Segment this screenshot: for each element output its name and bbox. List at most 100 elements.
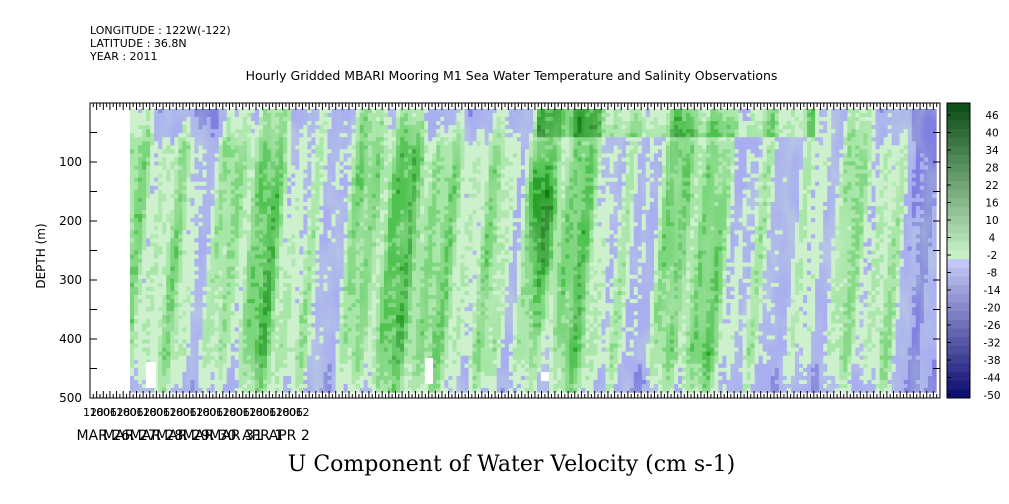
x-hour-tick-label: 12: [136, 406, 150, 419]
colorbar-band: [947, 163, 970, 173]
colorbar-band: [947, 345, 970, 356]
y-tick-label: 500: [59, 391, 82, 405]
data-gap: [425, 358, 433, 384]
y-tick-label: 200: [59, 214, 82, 228]
data-gap: [541, 372, 549, 381]
x-hour-tick-label: 06: [289, 406, 303, 419]
colorbar-tick-label: 28: [985, 163, 998, 175]
colorbar-tick-label: -20: [983, 303, 1000, 315]
colorbar-tick-label: 40: [985, 128, 998, 140]
colorbar-band: [947, 363, 970, 373]
x-date-tick-label: MAR 27: [103, 428, 157, 444]
x-hour-tick-label: 06: [103, 406, 117, 419]
x-hour-tick-label: 18: [276, 406, 290, 419]
data-gap: [146, 362, 156, 388]
x-hour-tick-label: 12: [83, 406, 97, 419]
y-axis-label: DEPTH (m): [34, 223, 48, 288]
longitude-label: LONGITUDE : 122W(-122): [90, 24, 231, 37]
colorbar-band: [947, 354, 970, 364]
colorbar-tick-label: 46: [985, 110, 999, 122]
x-hour-tick-label: 18: [90, 406, 104, 419]
colorbar-band: [947, 259, 970, 269]
colorbar-band: [947, 103, 970, 113]
colorbar-band: [947, 233, 970, 243]
x-date-tick-label: MAR 29: [156, 428, 210, 444]
colorbar-band: [947, 137, 970, 147]
colorbar-band: [947, 198, 970, 208]
x-date-tick-label: MAR 30: [183, 428, 237, 444]
x-hour-tick-label: 12: [110, 406, 124, 419]
x-hour-tick-label: 12: [269, 406, 283, 419]
x-hour-tick-label: 18: [169, 406, 183, 419]
colorbar-band: [947, 241, 970, 251]
x-hour-tick-label: 00: [149, 406, 163, 419]
colorbar-tick-label: 4: [989, 233, 996, 245]
x-hour-tick-label: 06: [183, 406, 197, 419]
x-hour-tick-label: 00: [123, 406, 137, 419]
colorbar-tick-label: -44: [983, 373, 1000, 385]
colorbar-tick-label: -8: [987, 268, 997, 280]
y-tick-label: 100: [59, 155, 82, 169]
colorbar-band: [947, 337, 970, 347]
x-hour-tick-label: 00: [96, 406, 110, 419]
colorbar-band: [947, 181, 970, 191]
latitude-label: LATITUDE : 36.8N: [90, 37, 187, 50]
colorbar-band: [947, 311, 970, 321]
colorbar-tick-label: 22: [985, 180, 998, 192]
colorbar-tick-label: -50: [983, 390, 1000, 402]
x-hour-tick-label: 06: [262, 406, 276, 419]
x-date-tick-label: MAR 31: [209, 428, 263, 444]
colorbar-band: [947, 371, 970, 382]
colorbar-band: [947, 129, 970, 139]
colorbar-band: [947, 380, 970, 390]
colorbar-band: [947, 120, 970, 130]
x-date-tick-label: APR 2: [269, 428, 310, 444]
colorbar-band: [947, 328, 970, 338]
x-hour-tick-label: 18: [222, 406, 236, 419]
x-hour-tick-label: 00: [282, 406, 296, 419]
colorbar-band: [947, 111, 970, 121]
colorbar-tick-label: -38: [983, 355, 1000, 367]
colorbar-tick-label: -14: [983, 285, 1000, 297]
x-hour-tick-label: 12: [296, 406, 310, 419]
colorbar-tick-label: -26: [983, 320, 1000, 332]
colorbar-tick-label: -2: [987, 250, 997, 262]
x-hour-tick-label: 18: [143, 406, 157, 419]
chart-title: Hourly Gridded MBARI Mooring M1 Sea Wate…: [245, 68, 778, 83]
colorbar-band: [947, 302, 970, 312]
colorbar-band: [947, 189, 970, 199]
x-hour-tick-label: 18: [249, 406, 263, 419]
colorbar-band: [947, 250, 970, 260]
colorbar-band: [947, 389, 970, 399]
x-hour-tick-label: 06: [156, 406, 170, 419]
x-hour-tick-label: 00: [256, 406, 270, 419]
velocity-heatmap-chart: 1218000612180006121800061218000612180006…: [34, 102, 1001, 444]
x-hour-tick-label: 00: [229, 406, 243, 419]
y-tick-label: 400: [59, 332, 82, 346]
colorbar-band: [947, 172, 970, 182]
colorbar-tick-label: -32: [983, 338, 1000, 350]
colorbar: 46 40 34 28 22 16 10 4 -2 -8 -14 -20 -26 -32 -38 -44 -50: [946, 102, 1001, 402]
heatmap-field: [130, 108, 937, 393]
x-date-tick-label: APR 1: [242, 428, 283, 444]
colorbar-band: [947, 285, 970, 295]
x-date-tick-label: MAR 28: [130, 428, 184, 444]
x-axis-label: U Component of Water Velocity (cm s-1): [287, 452, 736, 477]
x-hour-tick-label: 06: [236, 406, 250, 419]
colorbar-band: [947, 155, 970, 165]
colorbar-band: [947, 267, 970, 277]
x-hour-tick-label: 00: [203, 406, 217, 419]
x-hour-tick-label: 12: [189, 406, 203, 419]
y-tick-label: 300: [59, 273, 82, 287]
colorbar-tick-label: 34: [985, 145, 999, 157]
x-hour-tick-label: 12: [163, 406, 177, 419]
plot-axes: 1218000612180006121800061218000612180006…: [59, 102, 941, 444]
colorbar-band: [947, 276, 970, 286]
colorbar-tick-label: 10: [985, 215, 998, 227]
colorbar-band: [947, 215, 970, 225]
x-hour-tick-label: 18: [196, 406, 210, 419]
colorbar-tick-label: 16: [985, 198, 999, 210]
x-hour-tick-label: 00: [176, 406, 190, 419]
year-label: YEAR : 2011: [90, 50, 158, 63]
colorbar-band: [947, 207, 970, 217]
